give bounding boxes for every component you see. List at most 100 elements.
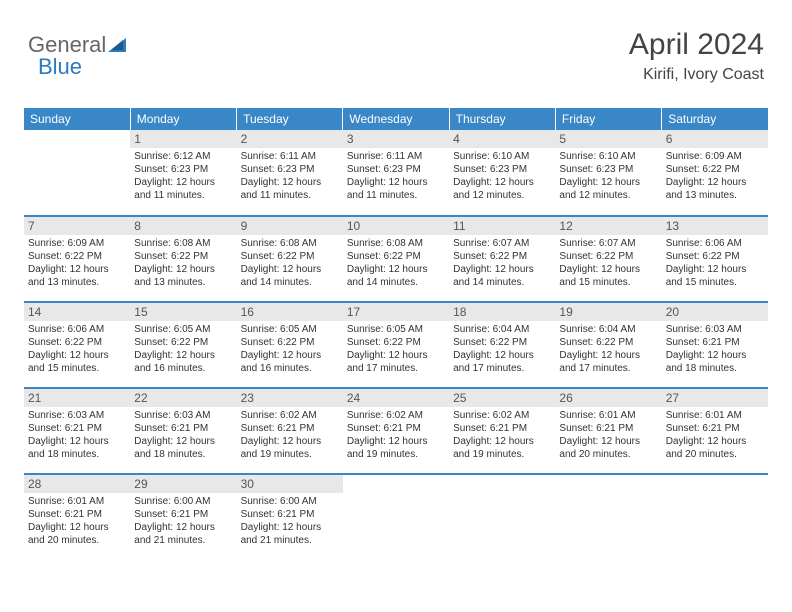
daylight-text: Daylight: 12 hours and 12 minutes. [453, 176, 551, 202]
daylight-text: Daylight: 12 hours and 11 minutes. [241, 176, 339, 202]
day-number: 1 [130, 130, 236, 148]
sunset-text: Sunset: 6:22 PM [347, 250, 445, 263]
weekday-header: Wednesday [343, 108, 449, 130]
day-number: 4 [449, 130, 555, 148]
sunset-text: Sunset: 6:21 PM [28, 422, 126, 435]
sunrise-text: Sunrise: 6:08 AM [134, 237, 232, 250]
daylight-text: Daylight: 12 hours and 14 minutes. [347, 263, 445, 289]
day-details: Sunrise: 6:11 AMSunset: 6:23 PMDaylight:… [343, 148, 449, 206]
daylight-text: Daylight: 12 hours and 17 minutes. [347, 349, 445, 375]
sunset-text: Sunset: 6:22 PM [559, 336, 657, 349]
day-number: 18 [449, 303, 555, 321]
sunset-text: Sunset: 6:21 PM [241, 422, 339, 435]
page-title: April 2024 [629, 28, 764, 62]
calendar-day-cell: 10Sunrise: 6:08 AMSunset: 6:22 PMDayligh… [343, 216, 449, 302]
day-details: Sunrise: 6:06 AMSunset: 6:22 PMDaylight:… [662, 235, 768, 293]
calendar-day-cell [24, 130, 130, 216]
sunrise-text: Sunrise: 6:02 AM [453, 409, 551, 422]
daylight-text: Daylight: 12 hours and 17 minutes. [559, 349, 657, 375]
calendar-day-cell: 21Sunrise: 6:03 AMSunset: 6:21 PMDayligh… [24, 388, 130, 474]
sunset-text: Sunset: 6:23 PM [559, 163, 657, 176]
daylight-text: Daylight: 12 hours and 13 minutes. [28, 263, 126, 289]
calendar-day-cell: 20Sunrise: 6:03 AMSunset: 6:21 PMDayligh… [662, 302, 768, 388]
sunset-text: Sunset: 6:21 PM [666, 336, 764, 349]
daylight-text: Daylight: 12 hours and 16 minutes. [134, 349, 232, 375]
daylight-text: Daylight: 12 hours and 20 minutes. [559, 435, 657, 461]
day-details: Sunrise: 6:05 AMSunset: 6:22 PMDaylight:… [237, 321, 343, 379]
calendar-day-cell: 17Sunrise: 6:05 AMSunset: 6:22 PMDayligh… [343, 302, 449, 388]
sunset-text: Sunset: 6:21 PM [134, 508, 232, 521]
day-details: Sunrise: 6:03 AMSunset: 6:21 PMDaylight:… [24, 407, 130, 465]
day-number [449, 475, 555, 493]
day-number [555, 475, 661, 493]
calendar-day-cell: 13Sunrise: 6:06 AMSunset: 6:22 PMDayligh… [662, 216, 768, 302]
daylight-text: Daylight: 12 hours and 17 minutes. [453, 349, 551, 375]
calendar-week-row: 21Sunrise: 6:03 AMSunset: 6:21 PMDayligh… [24, 388, 768, 474]
day-number: 14 [24, 303, 130, 321]
calendar-week-row: 7Sunrise: 6:09 AMSunset: 6:22 PMDaylight… [24, 216, 768, 302]
sunset-text: Sunset: 6:21 PM [453, 422, 551, 435]
sunset-text: Sunset: 6:22 PM [453, 250, 551, 263]
sunrise-text: Sunrise: 6:05 AM [134, 323, 232, 336]
sunrise-text: Sunrise: 6:01 AM [559, 409, 657, 422]
day-details: Sunrise: 6:02 AMSunset: 6:21 PMDaylight:… [343, 407, 449, 465]
day-number: 26 [555, 389, 661, 407]
weekday-header: Sunday [24, 108, 130, 130]
sunset-text: Sunset: 6:22 PM [559, 250, 657, 263]
day-details: Sunrise: 6:09 AMSunset: 6:22 PMDaylight:… [24, 235, 130, 293]
calendar-day-cell: 1 Sunrise: 6:12 AMSunset: 6:23 PMDaylight… [130, 130, 236, 216]
sunrise-text: Sunrise: 6:07 AM [453, 237, 551, 250]
day-details: Sunrise: 6:07 AMSunset: 6:22 PMDaylight:… [449, 235, 555, 293]
sunrise-text: Sunrise: 6:03 AM [134, 409, 232, 422]
sunset-text: Sunset: 6:21 PM [28, 508, 126, 521]
day-number: 19 [555, 303, 661, 321]
calendar-week-row: 1Sunrise: 6:12 AMSunset: 6:23 PMDaylight… [24, 130, 768, 216]
day-number: 25 [449, 389, 555, 407]
day-details: Sunrise: 6:08 AMSunset: 6:22 PMDaylight:… [237, 235, 343, 293]
day-number: 13 [662, 217, 768, 235]
page-subtitle: Kirifi, Ivory Coast [629, 66, 764, 84]
sunset-text: Sunset: 6:22 PM [347, 336, 445, 349]
calendar-day-cell: 30Sunrise: 6:00 AMSunset: 6:21 PMDayligh… [237, 474, 343, 560]
day-details: Sunrise: 6:10 AMSunset: 6:23 PMDaylight:… [449, 148, 555, 206]
sunset-text: Sunset: 6:22 PM [241, 336, 339, 349]
logo-triangle-icon [108, 32, 126, 58]
daylight-text: Daylight: 12 hours and 21 minutes. [134, 521, 232, 547]
sunrise-text: Sunrise: 6:03 AM [28, 409, 126, 422]
daylight-text: Daylight: 12 hours and 20 minutes. [666, 435, 764, 461]
day-details: Sunrise: 6:01 AMSunset: 6:21 PMDaylight:… [662, 407, 768, 465]
sunrise-text: Sunrise: 6:09 AM [666, 150, 764, 163]
calendar-day-cell: 14Sunrise: 6:06 AMSunset: 6:22 PMDayligh… [24, 302, 130, 388]
sunrise-text: Sunrise: 6:02 AM [241, 409, 339, 422]
daylight-text: Daylight: 12 hours and 11 minutes. [134, 176, 232, 202]
daylight-text: Daylight: 12 hours and 18 minutes. [666, 349, 764, 375]
calendar-day-cell: 16Sunrise: 6:05 AMSunset: 6:22 PMDayligh… [237, 302, 343, 388]
day-number: 28 [24, 475, 130, 493]
sunset-text: Sunset: 6:23 PM [347, 163, 445, 176]
sunrise-text: Sunrise: 6:04 AM [453, 323, 551, 336]
day-details: Sunrise: 6:05 AMSunset: 6:22 PMDaylight:… [343, 321, 449, 379]
daylight-text: Daylight: 12 hours and 20 minutes. [28, 521, 126, 547]
calendar-day-cell: 22Sunrise: 6:03 AMSunset: 6:21 PMDayligh… [130, 388, 236, 474]
sunrise-text: Sunrise: 6:02 AM [347, 409, 445, 422]
sunset-text: Sunset: 6:23 PM [134, 163, 232, 176]
daylight-text: Daylight: 12 hours and 12 minutes. [559, 176, 657, 202]
calendar-day-cell: 12Sunrise: 6:07 AMSunset: 6:22 PMDayligh… [555, 216, 661, 302]
calendar-day-cell: 28Sunrise: 6:01 AMSunset: 6:21 PMDayligh… [24, 474, 130, 560]
weekday-header: Thursday [449, 108, 555, 130]
day-details: Sunrise: 6:01 AMSunset: 6:21 PMDaylight:… [24, 493, 130, 551]
day-number: 24 [343, 389, 449, 407]
day-number: 27 [662, 389, 768, 407]
daylight-text: Daylight: 12 hours and 19 minutes. [347, 435, 445, 461]
sunset-text: Sunset: 6:21 PM [666, 422, 764, 435]
day-details: Sunrise: 6:02 AMSunset: 6:21 PMDaylight:… [449, 407, 555, 465]
sunrise-text: Sunrise: 6:01 AM [666, 409, 764, 422]
day-number: 10 [343, 217, 449, 235]
daylight-text: Daylight: 12 hours and 21 minutes. [241, 521, 339, 547]
sunrise-text: Sunrise: 6:00 AM [241, 495, 339, 508]
sunrise-text: Sunrise: 6:06 AM [666, 237, 764, 250]
day-number: 17 [343, 303, 449, 321]
sunset-text: Sunset: 6:22 PM [134, 336, 232, 349]
sunset-text: Sunset: 6:22 PM [28, 250, 126, 263]
sunrise-text: Sunrise: 6:12 AM [134, 150, 232, 163]
